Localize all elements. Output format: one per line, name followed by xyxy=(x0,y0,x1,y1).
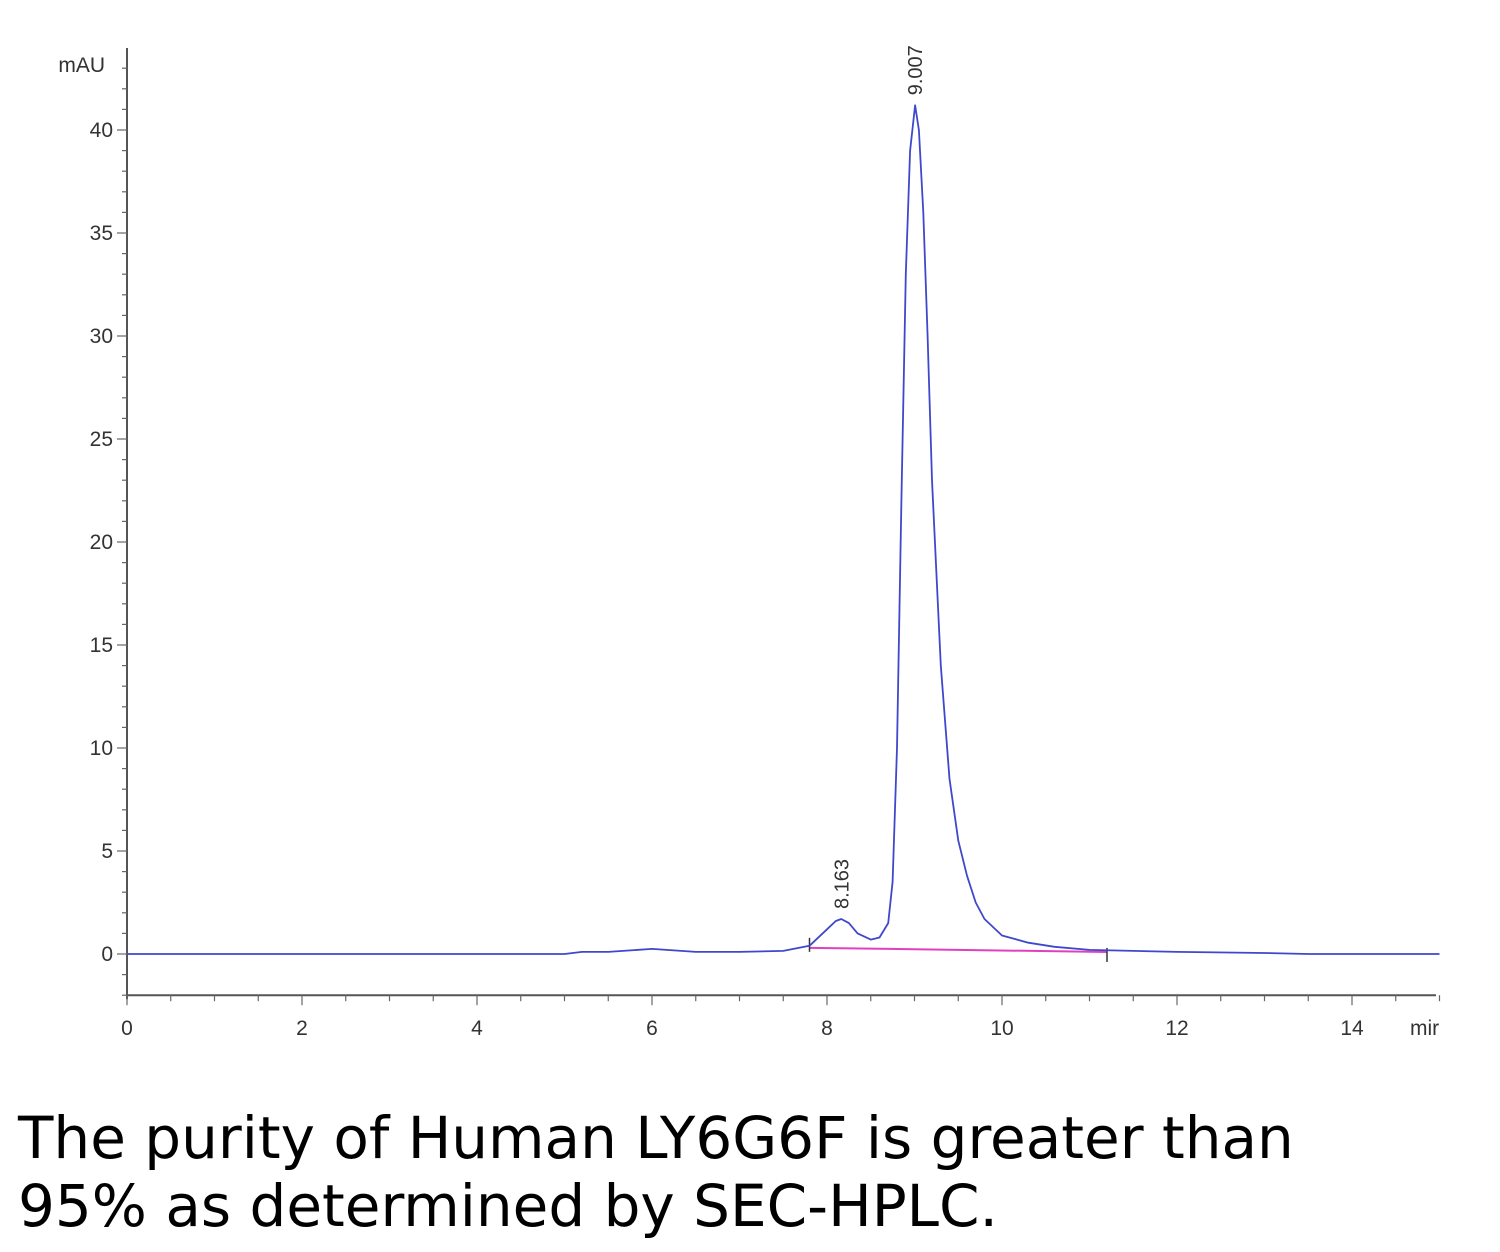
x-tick-label: 14 xyxy=(1340,1017,1364,1040)
y-tick-label: 15 xyxy=(90,634,113,657)
x-tick-label: 4 xyxy=(471,1017,483,1040)
y-tick-label: 5 xyxy=(101,840,113,863)
chromatogram-chart: 0 5 10 15 20 25 30 35 40 mAU 0 2 4 6 8 10 12 14 mir 8.163 9.… xyxy=(58,45,1441,1040)
y-tick-label: 25 xyxy=(90,428,113,451)
caption-line-2: 95% as determined by SEC-HPLC. xyxy=(18,1172,998,1240)
x-tick-label: 0 xyxy=(121,1017,133,1040)
x-tick-label: 10 xyxy=(990,1017,1013,1040)
x-tick-label: 2 xyxy=(296,1017,308,1040)
y-tick-label: 10 xyxy=(90,737,113,760)
chart-svg: 0 5 10 15 20 25 30 35 40 mAU 0 2 4 6 8 10 12 14 mir 8.163 9.… xyxy=(58,45,1441,1040)
y-tick-label: 20 xyxy=(90,531,113,554)
peak-label: 9.007 xyxy=(905,45,927,95)
x-axis-label: mir xyxy=(1410,1017,1439,1040)
y-tick-label: 30 xyxy=(90,325,113,348)
y-tick-label: 40 xyxy=(90,119,113,142)
x-tick-label: 8 xyxy=(821,1017,833,1040)
y-axis-label: mAU xyxy=(58,54,105,77)
y-tick-label: 35 xyxy=(90,222,113,245)
x-tick-label: 6 xyxy=(646,1017,658,1040)
chromatogram-trace xyxy=(127,104,1440,955)
x-tick-label: 12 xyxy=(1165,1017,1188,1040)
y-tick-label: 0 xyxy=(101,943,113,966)
peak-label: 8.163 xyxy=(831,859,853,909)
purity-caption: The purity of Human LY6G6F is greater th… xyxy=(18,1104,1478,1240)
integration-baseline xyxy=(809,946,1108,953)
caption-line-1: The purity of Human LY6G6F is greater th… xyxy=(18,1104,1294,1172)
